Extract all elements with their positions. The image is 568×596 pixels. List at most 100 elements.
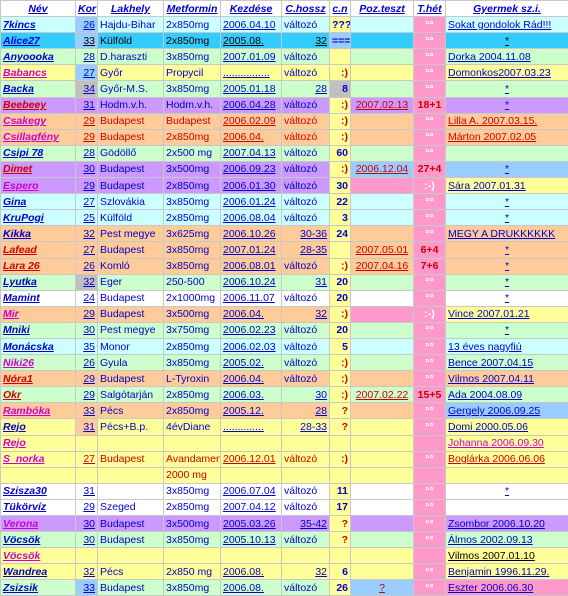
cn-cell[interactable]: ? <box>330 419 351 435</box>
child-birth-cell[interactable]: MEGY A DRUKKKKKK <box>446 226 568 242</box>
age-cell[interactable]: 31 <box>76 97 98 113</box>
cycle-length-cell[interactable]: 28-35 <box>282 242 330 258</box>
age-cell[interactable]: 34 <box>76 81 98 97</box>
start-date-cell[interactable]: 2006.01.30 <box>221 178 282 194</box>
age-cell[interactable]: 28 <box>76 145 98 161</box>
start-date-cell[interactable]: 2006.02.09 <box>221 113 282 129</box>
start-date-cell[interactable]: 2006.12.01 <box>221 451 282 467</box>
pregnancy-week-cell[interactable]: °° <box>414 145 446 161</box>
start-date-cell[interactable]: 2005.08. <box>221 33 282 49</box>
residence-cell[interactable] <box>98 467 164 483</box>
name-cell[interactable]: Rambóka <box>1 403 76 419</box>
positive-test-cell[interactable]: 2007.05.01 <box>351 242 414 258</box>
metformin-cell[interactable]: 3x850mg <box>164 258 221 274</box>
start-date-cell[interactable]: 2006.08.01 <box>221 258 282 274</box>
child-birth-cell[interactable]: * <box>446 81 568 97</box>
start-date-cell[interactable]: 2007.01.09 <box>221 49 282 65</box>
positive-test-cell[interactable] <box>351 548 414 564</box>
positive-test-cell[interactable] <box>351 306 414 322</box>
name-cell[interactable]: Nóra1 <box>1 371 76 387</box>
cycle-length-cell[interactable]: 32 <box>282 33 330 49</box>
cycle-length-cell[interactable]: 31 <box>282 274 330 290</box>
age-cell[interactable] <box>76 548 98 564</box>
pregnancy-week-cell[interactable]: °° <box>414 403 446 419</box>
child-birth-cell[interactable]: Boglárka 2006.06.06 <box>446 451 568 467</box>
cn-cell[interactable]: :) <box>330 65 351 81</box>
name-cell[interactable]: Beebeey <box>1 97 76 113</box>
cycle-length-cell[interactable]: változó <box>282 17 330 33</box>
name-cell[interactable]: Mir <box>1 306 76 322</box>
child-birth-cell[interactable]: Vilmos 2007.01.10 <box>446 548 568 564</box>
residence-cell[interactable]: Hajdu-Bihar <box>98 17 164 33</box>
metformin-cell[interactable]: 2x850 mg <box>164 564 221 580</box>
cycle-length-cell[interactable]: változó <box>282 145 330 161</box>
residence-cell[interactable]: Hodm.v.h. <box>98 97 164 113</box>
child-birth-cell[interactable]: Sokat gondolok Rád!!! <box>446 17 568 33</box>
pregnancy-week-cell[interactable]: °° <box>414 419 446 435</box>
metformin-cell[interactable]: L-Tyroxin <box>164 371 221 387</box>
start-date-cell[interactable]: 2006.01.24 <box>221 194 282 210</box>
residence-cell[interactable]: Gyula <box>98 355 164 371</box>
start-date-cell[interactable]: 2006.11.07 <box>221 290 282 306</box>
residence-cell[interactable]: Pécs <box>98 403 164 419</box>
cn-cell[interactable]: :) <box>330 97 351 113</box>
child-birth-cell[interactable]: Bence 2007.04.15 <box>446 355 568 371</box>
cn-cell[interactable] <box>330 467 351 483</box>
cn-cell[interactable]: :) <box>330 258 351 274</box>
pregnancy-week-cell[interactable]: °° <box>414 355 446 371</box>
child-birth-cell[interactable]: Sára 2007.01.31 <box>446 178 568 194</box>
cn-cell[interactable]: 11 <box>330 483 351 499</box>
cn-cell[interactable]: 20 <box>330 274 351 290</box>
start-date-cell[interactable]: 2006.04. <box>221 129 282 145</box>
cycle-length-cell[interactable]: 32 <box>282 564 330 580</box>
child-birth-cell[interactable]: Vilmos 2007.04.11 <box>446 371 568 387</box>
age-cell[interactable]: 32 <box>76 274 98 290</box>
child-birth-cell[interactable]: * <box>446 97 568 113</box>
metformin-cell[interactable]: 3x625mg <box>164 226 221 242</box>
positive-test-cell[interactable] <box>351 49 414 65</box>
residence-cell[interactable]: Pécs+B.p. <box>98 419 164 435</box>
metformin-cell[interactable]: 2x500 mg <box>164 145 221 161</box>
metformin-cell[interactable]: 2x850mg <box>164 338 221 354</box>
pregnancy-week-cell[interactable]: °° <box>414 338 446 354</box>
residence-cell[interactable]: Salgótarján <box>98 387 164 403</box>
child-birth-cell[interactable] <box>446 499 568 515</box>
name-cell[interactable]: Lafead <box>1 242 76 258</box>
start-date-cell[interactable]: 2006.04. <box>221 306 282 322</box>
cn-cell[interactable]: :) <box>330 161 351 177</box>
age-cell[interactable]: 26 <box>76 258 98 274</box>
metformin-cell[interactable]: Propycil <box>164 65 221 81</box>
cn-cell[interactable] <box>330 435 351 451</box>
name-cell[interactable]: Niki26 <box>1 355 76 371</box>
metformin-cell[interactable]: 3x500mg <box>164 161 221 177</box>
cn-cell[interactable]: ? <box>330 516 351 532</box>
cn-cell[interactable]: 5 <box>330 338 351 354</box>
metformin-cell[interactable]: 3x850mg <box>164 483 221 499</box>
start-date-cell[interactable]: 2006.07.04 <box>221 483 282 499</box>
metformin-cell[interactable] <box>164 435 221 451</box>
residence-cell[interactable] <box>98 435 164 451</box>
metformin-cell[interactable]: 2000 mg <box>164 467 221 483</box>
pregnancy-week-cell[interactable]: °° <box>414 210 446 226</box>
positive-test-cell[interactable]: 2006.12.04 <box>351 161 414 177</box>
age-cell[interactable]: 33 <box>76 33 98 49</box>
positive-test-cell[interactable] <box>351 194 414 210</box>
positive-test-cell[interactable] <box>351 483 414 499</box>
metformin-cell[interactable]: Avandament <box>164 451 221 467</box>
metformin-cell[interactable]: 3x850mg <box>164 81 221 97</box>
start-date-cell[interactable] <box>221 548 282 564</box>
pregnancy-week-cell[interactable]: °° <box>414 290 446 306</box>
cycle-length-cell[interactable]: 28 <box>282 81 330 97</box>
name-cell[interactable]: S_norka <box>1 451 76 467</box>
child-birth-cell[interactable]: * <box>446 258 568 274</box>
metformin-cell[interactable]: 2x850mg <box>164 387 221 403</box>
positive-test-cell[interactable] <box>351 145 414 161</box>
start-date-cell[interactable]: 2006.08. <box>221 564 282 580</box>
positive-test-cell[interactable] <box>351 499 414 515</box>
pregnancy-week-cell[interactable]: °° <box>414 194 446 210</box>
residence-cell[interactable] <box>98 548 164 564</box>
child-birth-cell[interactable]: Zsombor 2006.10.20 <box>446 516 568 532</box>
age-cell[interactable] <box>76 435 98 451</box>
positive-test-cell[interactable]: 2007.04.16 <box>351 258 414 274</box>
child-birth-cell[interactable]: * <box>446 33 568 49</box>
